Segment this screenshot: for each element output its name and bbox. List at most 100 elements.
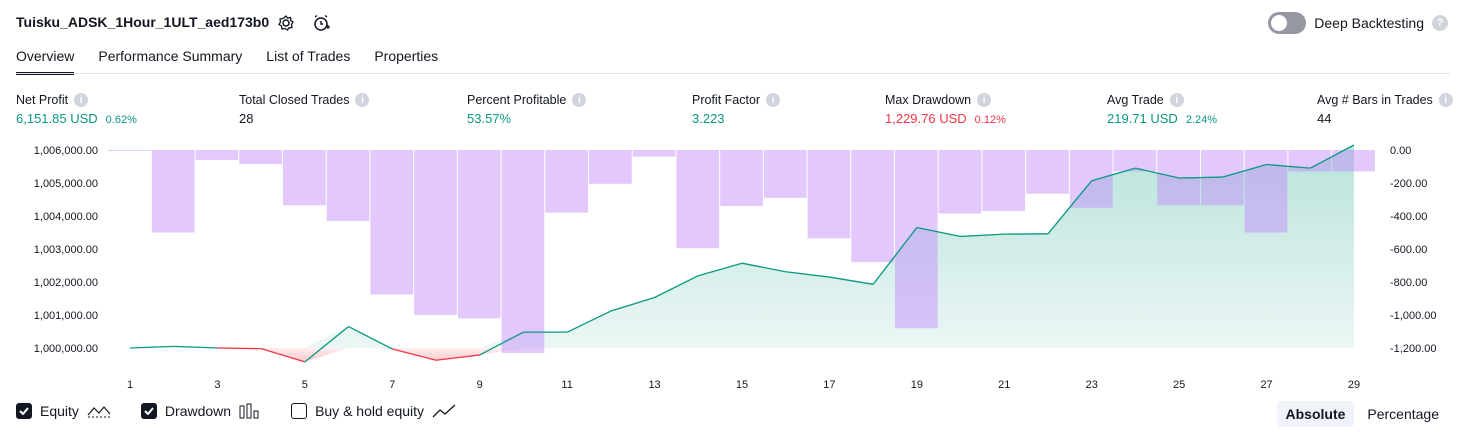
legend-label: Equity	[40, 403, 79, 419]
info-icon[interactable]: i	[977, 93, 992, 107]
drawdown-bar	[720, 150, 763, 207]
metric-label: Net Profit	[16, 93, 69, 107]
metric-value: 3.223	[692, 111, 725, 126]
x-tick-label: 7	[389, 379, 395, 391]
help-icon[interactable]: ?	[1432, 15, 1448, 31]
drawdown-bar	[807, 150, 851, 239]
left-tick-label: 1,005,000.00	[34, 178, 98, 190]
x-tick-label: 3	[214, 379, 220, 391]
equity-line-segment	[173, 345, 218, 349]
drawdown-bar	[763, 150, 807, 198]
drawdown-bar	[370, 150, 414, 295]
drawdown-bar	[283, 150, 326, 206]
tab-properties[interactable]: Properties	[374, 48, 439, 64]
metric-total-closed-trades: Total Closed Trades i 28	[239, 93, 370, 126]
metric-avg-trade: Avg Trade i 219.71 USD 2.24%	[1107, 93, 1217, 126]
x-tick-label: 19	[911, 379, 923, 391]
equity-line	[129, 144, 1355, 363]
legend-drawdown[interactable]: Drawdown	[140, 403, 261, 419]
drawdown-bar	[982, 150, 1026, 212]
drawdown-bar	[501, 150, 545, 353]
info-icon[interactable]: i	[74, 93, 89, 107]
equity-line-segment	[872, 227, 918, 285]
right-tick-label: 0.00	[1390, 145, 1411, 157]
left-tick-label: 1,002,000.00	[34, 277, 98, 289]
metric-value: 28	[239, 111, 254, 126]
equity-line-segment	[1266, 163, 1311, 169]
info-icon[interactable]: i	[1169, 93, 1184, 107]
equity-line-segment	[829, 276, 874, 285]
equity-line-segment	[479, 331, 524, 356]
drawdown-bar	[632, 150, 676, 157]
drawdown-bar	[1332, 150, 1375, 172]
drawdown-bar	[195, 150, 239, 160]
metric-value: 219.71 USD	[1107, 111, 1178, 126]
add-alert-clock-icon[interactable]	[310, 12, 332, 34]
x-tick-label: 5	[302, 379, 308, 391]
drawdown-bars	[108, 150, 1375, 353]
left-tick-label: 1,004,000.00	[34, 211, 98, 223]
metric-avg-bars-in-trades: Avg # Bars in Trades i 44	[1317, 93, 1453, 126]
tab-overview[interactable]: Overview	[16, 48, 75, 75]
x-tick-label: 9	[477, 379, 483, 391]
legend-label: Drawdown	[164, 403, 232, 419]
tab-divider	[16, 73, 1450, 74]
metric-net-profit: Net Profit i 6,151.85 USD 0.62%	[16, 93, 137, 126]
drawdown-bars-icon	[239, 403, 259, 419]
toggle-knob	[1271, 15, 1288, 31]
buy-hold-checkbox[interactable]	[291, 403, 308, 419]
legend-buy-hold-equity[interactable]: Buy & hold equity	[291, 403, 456, 419]
equity-line-segment	[741, 262, 786, 273]
equity-line-segment	[217, 347, 262, 350]
drawdown-bar	[589, 150, 632, 184]
legend-label: Buy & hold equity	[315, 403, 425, 419]
metric-value: 6,151.85 USD	[16, 111, 98, 126]
absolute-button[interactable]: Absolute	[1276, 401, 1355, 427]
deep-backtesting-toggle[interactable]	[1268, 12, 1307, 34]
equity-checkbox[interactable]	[16, 403, 32, 419]
percentage-button[interactable]: Percentage	[1367, 406, 1439, 422]
left-tick-label: 1,006,000.00	[34, 145, 98, 157]
metric-label: Max Drawdown	[885, 93, 972, 107]
drawdown-bar	[1113, 150, 1157, 172]
settings-gear-icon[interactable]	[275, 12, 297, 34]
metric-label: Avg # Bars in Trades	[1317, 93, 1433, 107]
right-tick-label: -400.00	[1390, 211, 1427, 223]
x-tick-label: 25	[1173, 379, 1185, 391]
equity-drawdown-chart[interactable]: 1,006,000.00 1,005,000.00 1,004,000.00 1,00…	[0, 140, 1466, 395]
drawdown-bar	[239, 150, 282, 165]
metric-label: Avg Trade	[1107, 93, 1164, 107]
drawdown-bar	[414, 150, 457, 315]
metric-label: Profit Factor	[692, 93, 761, 107]
tab-performance-summary[interactable]: Performance Summary	[98, 48, 243, 64]
equity-line-segment	[654, 275, 699, 299]
equity-line-segment	[1309, 144, 1355, 169]
drawdown-checkbox[interactable]	[140, 403, 157, 419]
scale-mode-switch: Absolute Percentage	[1276, 401, 1449, 427]
info-icon[interactable]: i	[355, 93, 370, 107]
x-axis: 1 3 5 7 9 11 13 15 17 19 21 23 25 27 29	[127, 379, 1360, 391]
equity-line-segment	[1091, 167, 1136, 182]
legend-equity[interactable]: Equity	[16, 403, 111, 419]
equity-line-segment	[348, 325, 393, 350]
strategy-title: Tuisku_ADSK_1Hour_1ULT_aed173b0	[16, 14, 270, 30]
info-icon[interactable]: i	[1438, 93, 1453, 107]
info-icon[interactable]: i	[572, 93, 587, 107]
equity-line-segment	[916, 226, 961, 238]
x-tick-label: 21	[998, 379, 1010, 391]
metric-max-drawdown: Max Drawdown i 1,229.76 USD 0.12%	[885, 93, 1006, 126]
equity-loss-fill	[130, 348, 1354, 362]
drawdown-bar	[457, 150, 501, 319]
tab-list-of-trades[interactable]: List of Trades	[266, 48, 351, 64]
equity-line-segment	[960, 233, 1005, 238]
info-icon[interactable]: i	[766, 93, 781, 107]
right-tick-label: -200.00	[1390, 178, 1427, 190]
left-tick-label: 1,003,000.00	[34, 244, 98, 256]
drawdown-bar	[1026, 150, 1069, 194]
tab-bar: Overview Performance Summary List of Tra…	[16, 48, 438, 75]
right-tick-label: -1,000.00	[1390, 310, 1436, 322]
left-axis: 1,006,000.00 1,005,000.00 1,004,000.00 1,00…	[34, 145, 98, 355]
drawdown-bar	[938, 150, 982, 214]
deep-backtesting-label: Deep Backtesting	[1314, 15, 1424, 31]
x-tick-label: 13	[648, 379, 660, 391]
